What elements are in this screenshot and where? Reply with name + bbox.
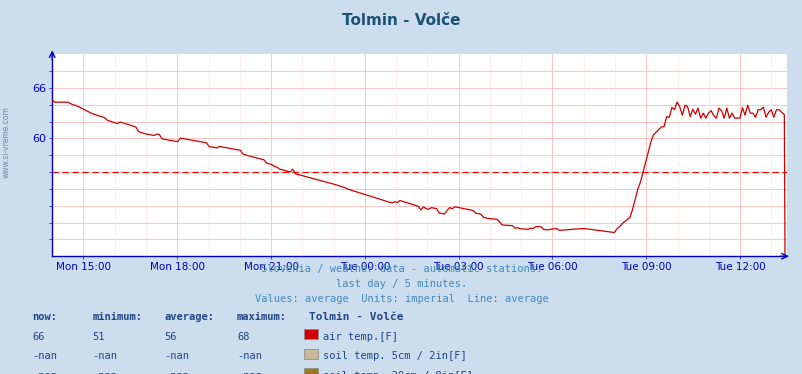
Text: average:: average: [164, 312, 214, 322]
Text: soil temp. 20cm / 8in[F]: soil temp. 20cm / 8in[F] [322, 371, 472, 374]
Text: -nan: -nan [32, 351, 57, 361]
Text: 56: 56 [164, 332, 177, 342]
Text: air temp.[F]: air temp.[F] [322, 332, 397, 342]
Text: 51: 51 [92, 332, 105, 342]
Text: soil temp. 5cm / 2in[F]: soil temp. 5cm / 2in[F] [322, 351, 466, 361]
Text: now:: now: [32, 312, 57, 322]
Text: Slovenia / weather data - automatic stations.: Slovenia / weather data - automatic stat… [261, 264, 541, 274]
Text: maximum:: maximum: [237, 312, 286, 322]
Text: -nan: -nan [164, 351, 189, 361]
Text: -nan: -nan [32, 371, 57, 374]
Text: -nan: -nan [237, 371, 261, 374]
Text: -nan: -nan [237, 351, 261, 361]
Text: Tolmin - Volče: Tolmin - Volče [342, 13, 460, 28]
Text: minimum:: minimum: [92, 312, 142, 322]
Text: 68: 68 [237, 332, 249, 342]
Text: -nan: -nan [164, 371, 189, 374]
Text: www.si-vreme.com: www.si-vreme.com [2, 106, 11, 178]
Text: 66: 66 [32, 332, 45, 342]
Text: Values: average  Units: imperial  Line: average: Values: average Units: imperial Line: av… [254, 294, 548, 304]
Text: -nan: -nan [92, 351, 117, 361]
Text: Tolmin - Volče: Tolmin - Volče [309, 312, 403, 322]
Text: last day / 5 minutes.: last day / 5 minutes. [335, 279, 467, 289]
Text: -nan: -nan [92, 371, 117, 374]
